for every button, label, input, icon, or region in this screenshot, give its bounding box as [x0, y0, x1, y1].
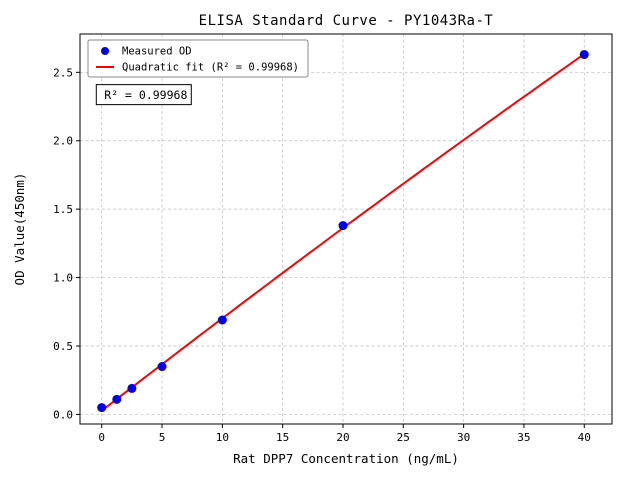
- legend-box: [87, 39, 309, 78]
- x-tick-label: 40: [578, 431, 591, 444]
- legend: Measured OD Quadratic fit (R² = 0.99968): [87, 39, 309, 78]
- plot-series: [97, 50, 589, 413]
- r-squared-box: [95, 84, 192, 106]
- x-tick-label: 10: [216, 431, 229, 444]
- data-point: [127, 383, 137, 393]
- r-squared-text: R² = 0.99968: [104, 88, 187, 102]
- y-tick-label: 2.0: [53, 135, 73, 148]
- y-tick-label: 1.5: [53, 203, 73, 216]
- legend-label-measured-od: Measured OD: [122, 46, 192, 58]
- data-point: [157, 362, 167, 372]
- legend-label-quadratic-fit: Quadratic fit (R² = 0.99968): [122, 62, 299, 74]
- y-tick-label: 2.5: [53, 66, 73, 79]
- y-tick-label: 0.0: [53, 408, 73, 421]
- x-tick-label: 15: [276, 431, 289, 444]
- x-tick-label: 25: [397, 431, 410, 444]
- chart-title: ELISA Standard Curve - PY1043Ra-T: [199, 13, 494, 29]
- y-tick-label: 0.5: [53, 340, 73, 353]
- data-point: [217, 315, 227, 325]
- data-point: [579, 50, 589, 60]
- x-tick-label: 0: [98, 431, 105, 444]
- x-tick-label: 35: [517, 431, 530, 444]
- plot-border: [79, 33, 613, 425]
- y-axis-label: OD Value(450nm): [12, 173, 27, 286]
- x-axis-label: Rat DPP7 Concentration (ng/mL): [233, 451, 459, 466]
- x-tick-label: 20: [336, 431, 349, 444]
- legend-marker-measured-od: [101, 47, 109, 55]
- data-point: [338, 221, 348, 231]
- y-tick-label: 1.0: [53, 272, 73, 285]
- x-tick-label: 5: [159, 431, 166, 444]
- grid-lines: [80, 34, 612, 424]
- x-tick-label: 30: [457, 431, 470, 444]
- data-point: [112, 394, 122, 404]
- r-squared-annotation: R² = 0.99968: [95, 84, 192, 106]
- axes: 0 5 10 15 20 25 30 35 40 0.0 0.5 1.0 1.5 2.0 2.5: [53, 33, 613, 444]
- data-point: [97, 403, 107, 413]
